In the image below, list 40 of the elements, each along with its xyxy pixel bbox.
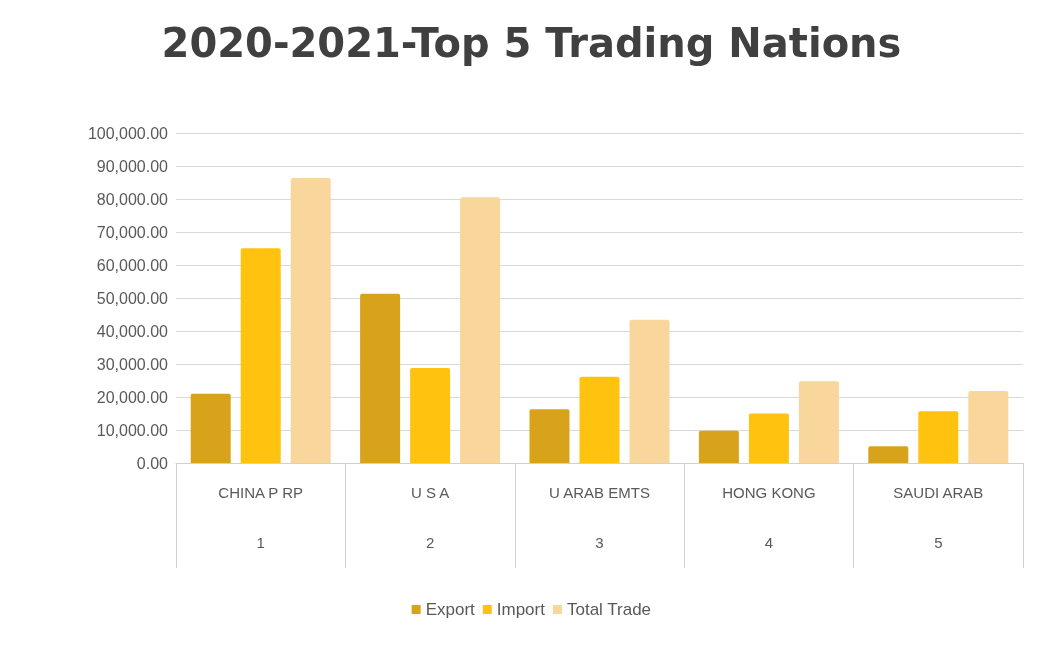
bar bbox=[968, 391, 1009, 463]
chart-title: 2020-2021-Top 5 Trading Nations bbox=[161, 20, 902, 66]
text: 5 bbox=[934, 534, 943, 551]
legend-label: Import bbox=[496, 600, 546, 619]
bar bbox=[748, 413, 789, 463]
y-tick-label: 70,000.00 bbox=[96, 223, 169, 241]
bar bbox=[290, 177, 331, 463]
legend-label: Total Trade bbox=[566, 600, 652, 619]
bar bbox=[529, 409, 570, 463]
bar bbox=[190, 393, 231, 463]
text: 3 bbox=[595, 534, 604, 551]
bar bbox=[629, 319, 670, 463]
bar bbox=[240, 248, 281, 463]
bar bbox=[360, 293, 401, 463]
bar bbox=[460, 197, 501, 463]
x-tick-label: HONG KONG bbox=[722, 484, 816, 501]
x-tick-label: U S A bbox=[410, 484, 450, 501]
y-tick-label: 60,000.00 bbox=[96, 256, 169, 274]
bar bbox=[918, 411, 959, 463]
x-tick-label: U ARAB EMTS bbox=[549, 484, 650, 501]
y-tick-label: 100,000.00 bbox=[87, 124, 169, 142]
x-tick-label: SAUDI ARAB bbox=[893, 484, 984, 501]
text: 4 bbox=[764, 534, 774, 551]
y-tick-label: 20,000.00 bbox=[96, 388, 169, 406]
text: 1 bbox=[256, 534, 265, 551]
x-tick-label: CHINA P RP bbox=[218, 484, 304, 501]
y-tick-label: 90,000.00 bbox=[96, 157, 169, 175]
y-tick-label: 80,000.00 bbox=[96, 190, 169, 208]
bar bbox=[698, 430, 739, 463]
legend-label: Export bbox=[425, 600, 476, 619]
y-tick-label: 10,000.00 bbox=[96, 421, 169, 439]
bar bbox=[410, 367, 451, 463]
bar bbox=[798, 381, 839, 463]
text: 2 bbox=[425, 534, 435, 551]
y-tick-label: 30,000.00 bbox=[96, 355, 169, 373]
bar bbox=[868, 446, 909, 463]
y-tick-label: 40,000.00 bbox=[96, 322, 169, 340]
bar bbox=[579, 376, 620, 463]
y-tick-label: 0.00 bbox=[136, 454, 169, 472]
y-tick-label: 50,000.00 bbox=[96, 289, 169, 307]
